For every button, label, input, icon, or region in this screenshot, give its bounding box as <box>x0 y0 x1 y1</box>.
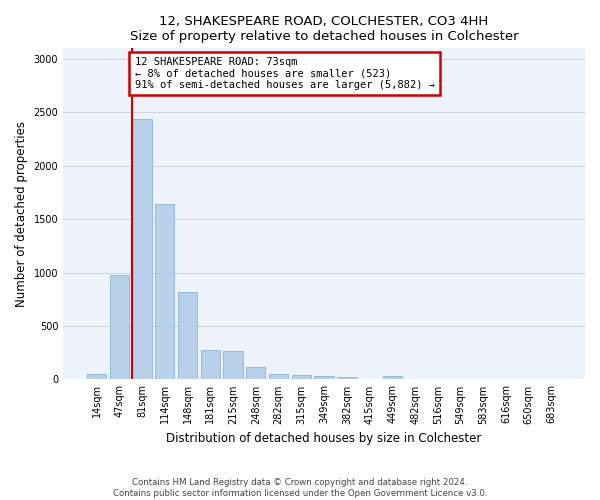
X-axis label: Distribution of detached houses by size in Colchester: Distribution of detached houses by size … <box>166 432 482 445</box>
Title: 12, SHAKESPEARE ROAD, COLCHESTER, CO3 4HH
Size of property relative to detached : 12, SHAKESPEARE ROAD, COLCHESTER, CO3 4H… <box>130 15 518 43</box>
Bar <box>269 374 288 380</box>
Bar <box>314 376 334 380</box>
Bar <box>200 350 220 380</box>
Bar <box>337 378 356 380</box>
Text: Contains HM Land Registry data © Crown copyright and database right 2024.
Contai: Contains HM Land Registry data © Crown c… <box>113 478 487 498</box>
Y-axis label: Number of detached properties: Number of detached properties <box>15 121 28 307</box>
Bar <box>246 367 265 380</box>
Bar <box>383 376 402 380</box>
Bar <box>223 350 243 380</box>
Text: 12 SHAKESPEARE ROAD: 73sqm
← 8% of detached houses are smaller (523)
91% of semi: 12 SHAKESPEARE ROAD: 73sqm ← 8% of detac… <box>134 57 434 90</box>
Bar <box>133 119 152 380</box>
Bar <box>87 374 106 380</box>
Bar <box>155 204 175 380</box>
Bar <box>110 276 129 380</box>
Bar <box>178 292 197 380</box>
Bar <box>292 374 311 380</box>
